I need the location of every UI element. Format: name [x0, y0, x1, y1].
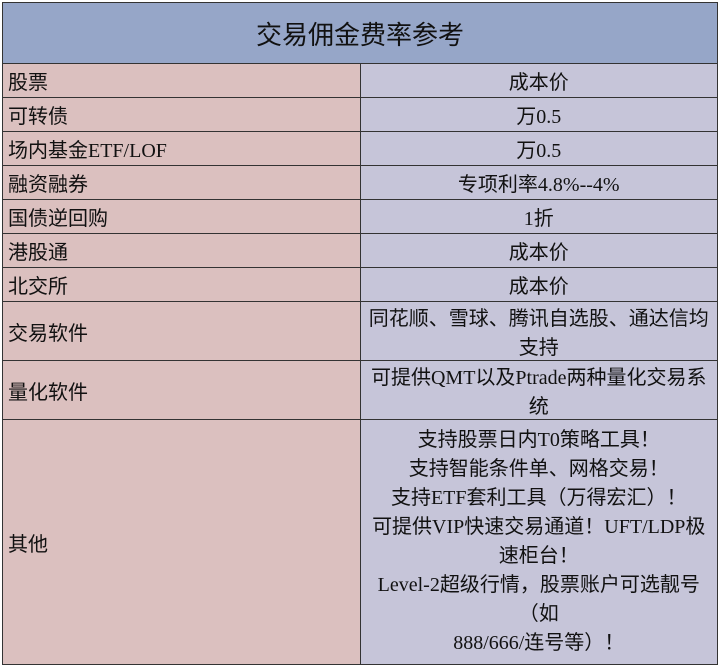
table-row: 融资融券 专项利率4.8%--4%: [2, 165, 718, 200]
row-value: 专项利率4.8%--4%: [359, 165, 718, 200]
row-label: 其他: [2, 419, 361, 665]
row-label: 交易软件: [2, 301, 361, 361]
table-row-other: 其他 支持股票日内T0策略工具！ 支持智能条件单、网格交易！ 支持ETF套利工具…: [2, 419, 718, 665]
other-features: 支持股票日内T0策略工具！ 支持智能条件单、网格交易！ 支持ETF套利工具（万得…: [359, 419, 718, 665]
row-value: 成本价: [359, 267, 718, 302]
row-value: 成本价: [359, 233, 718, 268]
table-row: 国债逆回购 1折: [2, 199, 718, 234]
row-value: 万0.5: [359, 97, 718, 132]
table-row: 可转债 万0.5: [2, 97, 718, 132]
table-row: 北交所 成本价: [2, 267, 718, 302]
feature-line: 可提供VIP快速交易通道！UFT/LDP极速柜台！: [372, 516, 706, 567]
row-label: 可转债: [2, 97, 361, 132]
row-label: 港股通: [2, 233, 361, 268]
row-label: 北交所: [2, 267, 361, 302]
table-row: 港股通 成本价: [2, 233, 718, 268]
feature-line: 888/666/连号等）！: [453, 632, 625, 654]
feature-line: 支持股票日内T0策略工具！: [417, 429, 660, 451]
table-row: 场内基金ETF/LOF 万0.5: [2, 131, 718, 166]
row-value: 万0.5: [359, 131, 718, 166]
title-row: 交易佣金费率参考: [2, 2, 718, 64]
row-value: 同花顺、雪球、腾讯自选股、通达信均支持: [359, 301, 718, 361]
table-row: 股票 成本价: [2, 63, 718, 98]
row-label: 场内基金ETF/LOF: [2, 131, 361, 166]
row-label: 融资融券: [2, 165, 361, 200]
row-value: 1折: [359, 199, 718, 234]
table-title: 交易佣金费率参考: [2, 2, 718, 64]
row-label: 股票: [2, 63, 361, 98]
feature-line: 支持智能条件单、网格交易！: [408, 458, 669, 480]
table-row: 交易软件 同花顺、雪球、腾讯自选股、通达信均支持: [2, 301, 718, 361]
row-label: 国债逆回购: [2, 199, 361, 234]
row-value: 成本价: [359, 63, 718, 98]
row-label: 量化软件: [2, 360, 361, 420]
feature-line: Level-2超级行情，股票账户可选靓号（如: [377, 574, 700, 625]
feature-line: 支持ETF套利工具（万得宏汇）！: [390, 487, 687, 509]
row-value: 可提供QMT以及Ptrade两种量化交易系统: [359, 360, 718, 420]
table-row: 量化软件 可提供QMT以及Ptrade两种量化交易系统: [2, 360, 718, 420]
